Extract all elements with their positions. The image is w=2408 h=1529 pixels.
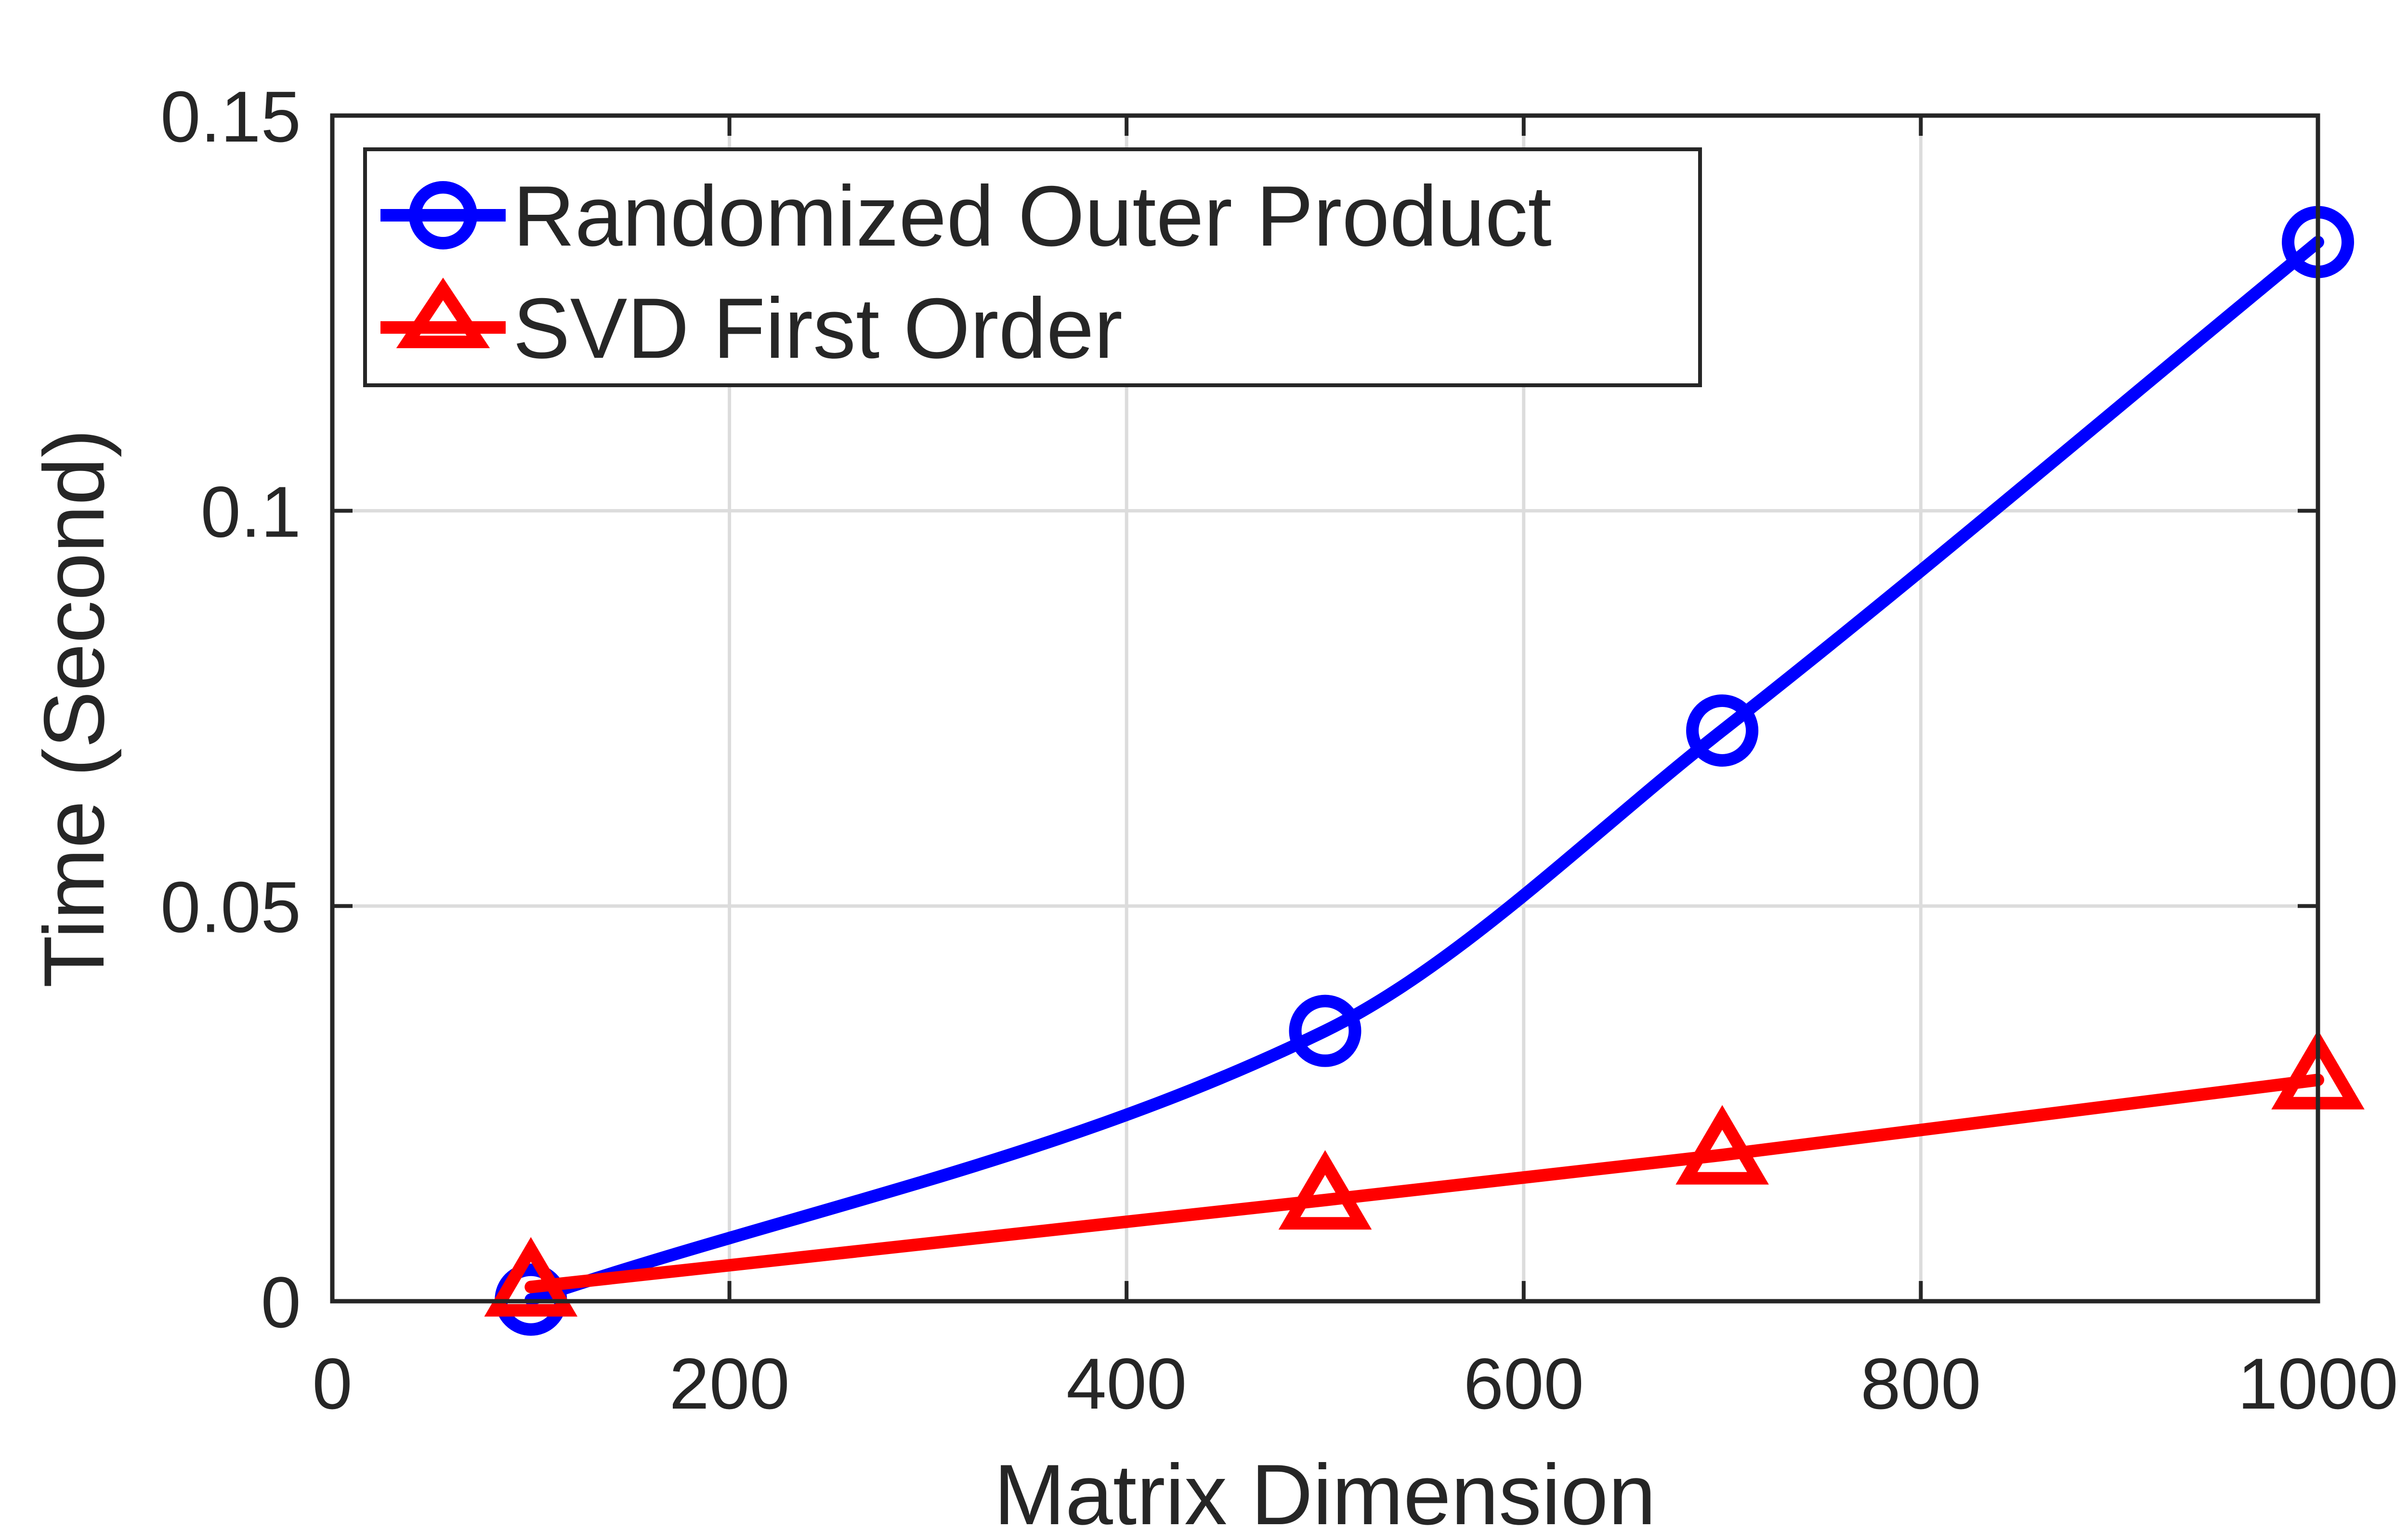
x-axis-label: Matrix Dimension	[994, 1447, 1656, 1529]
series-svd-first-order	[484, 1030, 2365, 1317]
data-point-svd-first-order	[1278, 1150, 1372, 1230]
y-tick-label: 0	[261, 1262, 301, 1343]
data-point-randomized-outer-product	[1686, 694, 1759, 767]
x-tick-label: 600	[1464, 1343, 1584, 1424]
x-tick-label: 1000	[2238, 1343, 2398, 1424]
data-point-svd-first-order	[484, 1237, 578, 1317]
legend-triangle-marker-icon	[396, 277, 490, 348]
series-line-svd-first-order	[524, 1073, 2324, 1294]
x-tick-label: 800	[1860, 1343, 1981, 1424]
x-tick-label: 200	[669, 1343, 789, 1424]
series-layer	[484, 206, 2365, 1336]
legend-item-svd-first-order: SVD First Order	[380, 277, 1123, 376]
x-tick-label: 400	[1066, 1343, 1187, 1424]
legend-circle-marker-icon	[409, 181, 477, 249]
ticks: 0 200 400 600 800 1000 0 0.05 0.1 0.15	[160, 76, 2398, 1424]
plot-frame	[330, 113, 2320, 1304]
series-line-randomized-outer-product	[524, 235, 2324, 1306]
y-tick-label: 0.15	[160, 76, 301, 157]
y-tick-label: 0.05	[160, 866, 301, 947]
legend-item-randomized-outer-product: Randomized Outer Product	[380, 168, 1552, 264]
legend: Randomized Outer Product SVD First Order	[363, 147, 1702, 387]
y-tick-label: 0.1	[200, 471, 301, 552]
data-point-randomized-outer-product	[1289, 994, 1361, 1067]
data-point-svd-first-order	[1675, 1105, 1769, 1185]
legend-label-svd-first-order: SVD First Order	[513, 280, 1123, 376]
legend-box	[363, 147, 1702, 387]
x-tick-label: 0	[312, 1343, 352, 1424]
legend-label-randomized-outer-product: Randomized Outer Product	[513, 168, 1552, 264]
y-axis-label: Time (Second)	[26, 429, 122, 988]
